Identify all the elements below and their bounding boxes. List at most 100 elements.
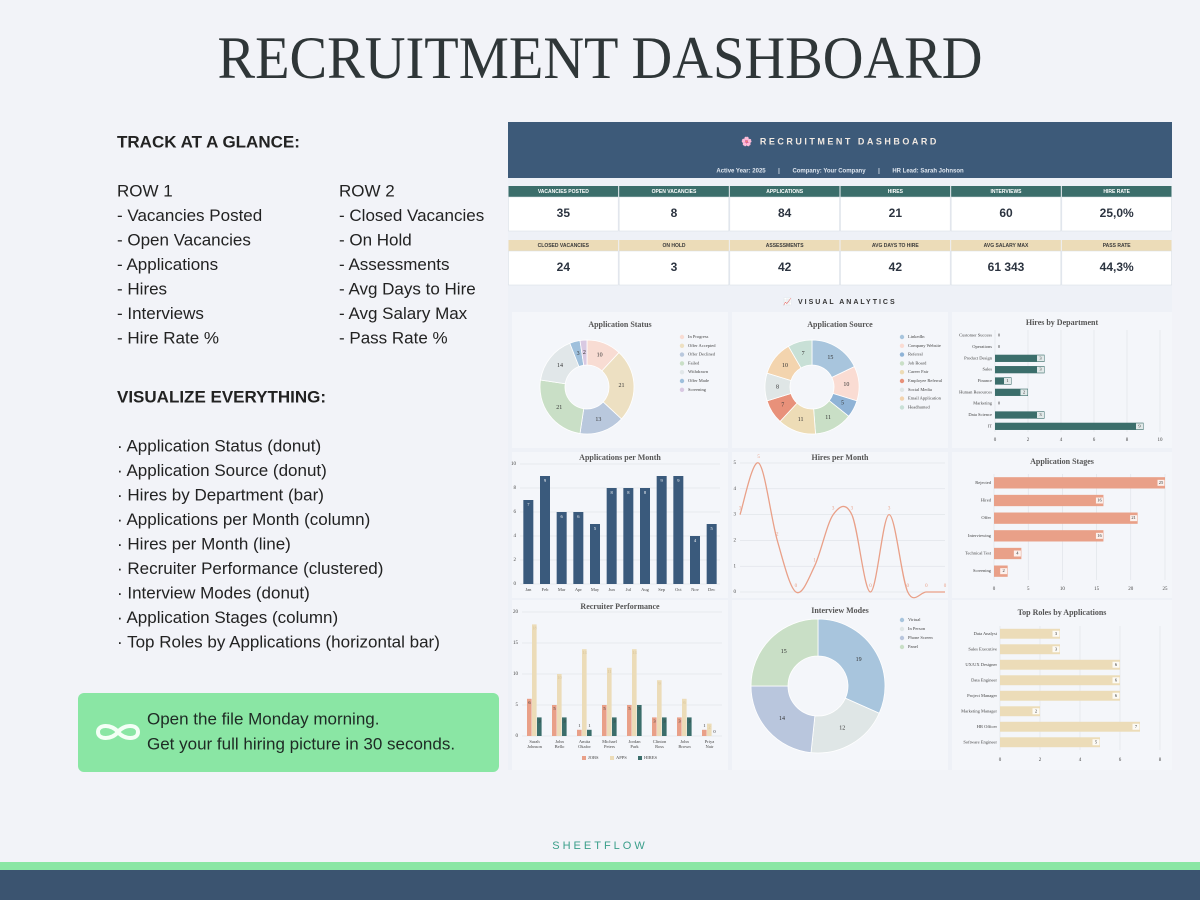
bar xyxy=(690,536,700,584)
legend-label: Career Fair xyxy=(908,369,929,374)
kpi-label-bg xyxy=(508,186,619,197)
slice-label: 10 xyxy=(782,363,788,369)
x-tick-label: Jan xyxy=(525,587,532,592)
legend-label: Job Board xyxy=(908,360,927,365)
value-label: 0 xyxy=(998,333,1001,338)
value-label: 8 xyxy=(611,490,614,495)
column-heading: ROW 1 xyxy=(117,181,173,200)
list-item: · Application Stages (column) xyxy=(117,608,338,627)
value-label-bg xyxy=(1037,355,1044,362)
legend-label: Social Media xyxy=(908,387,932,392)
kpi-value: 8 xyxy=(671,206,678,220)
value-label: 9 xyxy=(544,478,547,483)
kpi-value: 42 xyxy=(778,260,792,274)
bar xyxy=(656,476,667,584)
y-tick-label: 0 xyxy=(514,582,517,587)
value-label: 3 xyxy=(1039,355,1042,360)
x-tick-label: Oct xyxy=(675,587,682,592)
x-tick-label: 6 xyxy=(1119,758,1122,763)
bar xyxy=(540,476,550,584)
y-tick-label: 5 xyxy=(516,703,519,708)
kpi-label: APPLICATIONS xyxy=(766,189,804,195)
x-tick-label: Sep xyxy=(658,587,666,592)
chart-title: Application Status xyxy=(588,320,651,329)
value-label: 18 xyxy=(532,625,537,630)
kpi-label-bg xyxy=(619,186,729,197)
x-tick-label: 20 xyxy=(1128,587,1134,592)
value-label: 2 xyxy=(1035,708,1037,713)
kpi-value: 42 xyxy=(889,260,903,274)
bar xyxy=(994,547,1022,560)
bar xyxy=(627,705,632,736)
legend-label: Virtual xyxy=(908,617,921,622)
x-tick-label: Jul xyxy=(626,587,632,592)
legend-label: APPS xyxy=(616,755,627,760)
value-label-bg xyxy=(1052,630,1060,637)
donut-slice xyxy=(750,685,816,754)
chart-title: Application Source xyxy=(807,320,873,329)
x-tick-label: John Brown xyxy=(678,739,691,749)
x-tick-label: Feb xyxy=(542,587,550,592)
value-label: 14 xyxy=(582,650,587,655)
value-label: 10 xyxy=(557,675,562,680)
list-item: - Applications xyxy=(117,255,218,274)
bar xyxy=(532,624,537,736)
y-tick-label: Customer Success xyxy=(959,333,992,338)
kpi-value: 44,3% xyxy=(1100,260,1134,274)
slice-label: 19 xyxy=(856,657,862,663)
x-tick-label: 10 xyxy=(1158,438,1164,443)
y-tick-label: Interviewing xyxy=(968,533,992,538)
x-tick-label: John Bello xyxy=(555,739,565,749)
x-tick-label: 2 xyxy=(1039,758,1042,763)
value-label: 2 xyxy=(1023,389,1025,394)
kpi-value-bg xyxy=(508,250,619,286)
legend-label: Employee Referral xyxy=(908,378,943,383)
value-label: 1 xyxy=(588,723,590,728)
legend-swatch xyxy=(899,635,905,641)
legend-swatch xyxy=(679,361,685,366)
value-label: 14 xyxy=(632,650,637,655)
kpi-value: 35 xyxy=(557,206,571,220)
y-tick-label: Sales xyxy=(983,367,993,372)
bar xyxy=(707,723,712,736)
bar xyxy=(1000,628,1060,639)
x-tick-label: Dec xyxy=(708,587,715,592)
slice-label: 2 xyxy=(583,350,586,356)
kpi-label: ON HOLD xyxy=(662,243,685,249)
kpi-value: 25,0% xyxy=(1100,206,1134,220)
value-label: 3 xyxy=(613,718,616,723)
bar xyxy=(640,488,650,584)
x-tick-label: 8 xyxy=(1126,438,1129,443)
kpi-label-bg xyxy=(951,240,1061,251)
value-label: 3 xyxy=(1039,412,1042,417)
bar xyxy=(623,488,634,584)
value-label-bg xyxy=(1013,550,1021,557)
legend-label: HIRES xyxy=(644,755,657,760)
list-item: - Hires xyxy=(117,279,167,298)
bar xyxy=(677,717,682,736)
bar xyxy=(995,422,1144,430)
bar xyxy=(1000,659,1120,670)
bar xyxy=(994,530,1104,542)
y-tick-label: Data Engineer xyxy=(971,677,997,682)
value-label-bg xyxy=(1132,723,1140,730)
x-tick-label: Clinton Ross xyxy=(653,739,667,749)
value-label: 3 xyxy=(678,718,681,723)
chart-title: Application Stages xyxy=(1030,457,1094,466)
legend-label: Offer Declined xyxy=(688,352,716,357)
legend-label: Email Application xyxy=(908,396,942,401)
chart-title: Recruiter Performance xyxy=(580,602,660,611)
dashboard-meta: Active Year: 2025 xyxy=(716,169,766,175)
list-item: - Open Vacancies xyxy=(117,230,251,249)
kpi-value-bg xyxy=(950,250,1062,286)
bar xyxy=(995,411,1045,419)
footer-band xyxy=(0,870,1200,900)
value-label-bg xyxy=(1000,568,1008,575)
legend-label: Screening xyxy=(688,387,707,392)
list-item: - Interviews xyxy=(117,304,204,323)
kpi-label-bg xyxy=(1061,186,1172,197)
chart-title: Hires by Department xyxy=(1026,318,1099,327)
list-item: - Avg Salary Max xyxy=(339,304,468,323)
legend-swatch xyxy=(638,756,642,760)
